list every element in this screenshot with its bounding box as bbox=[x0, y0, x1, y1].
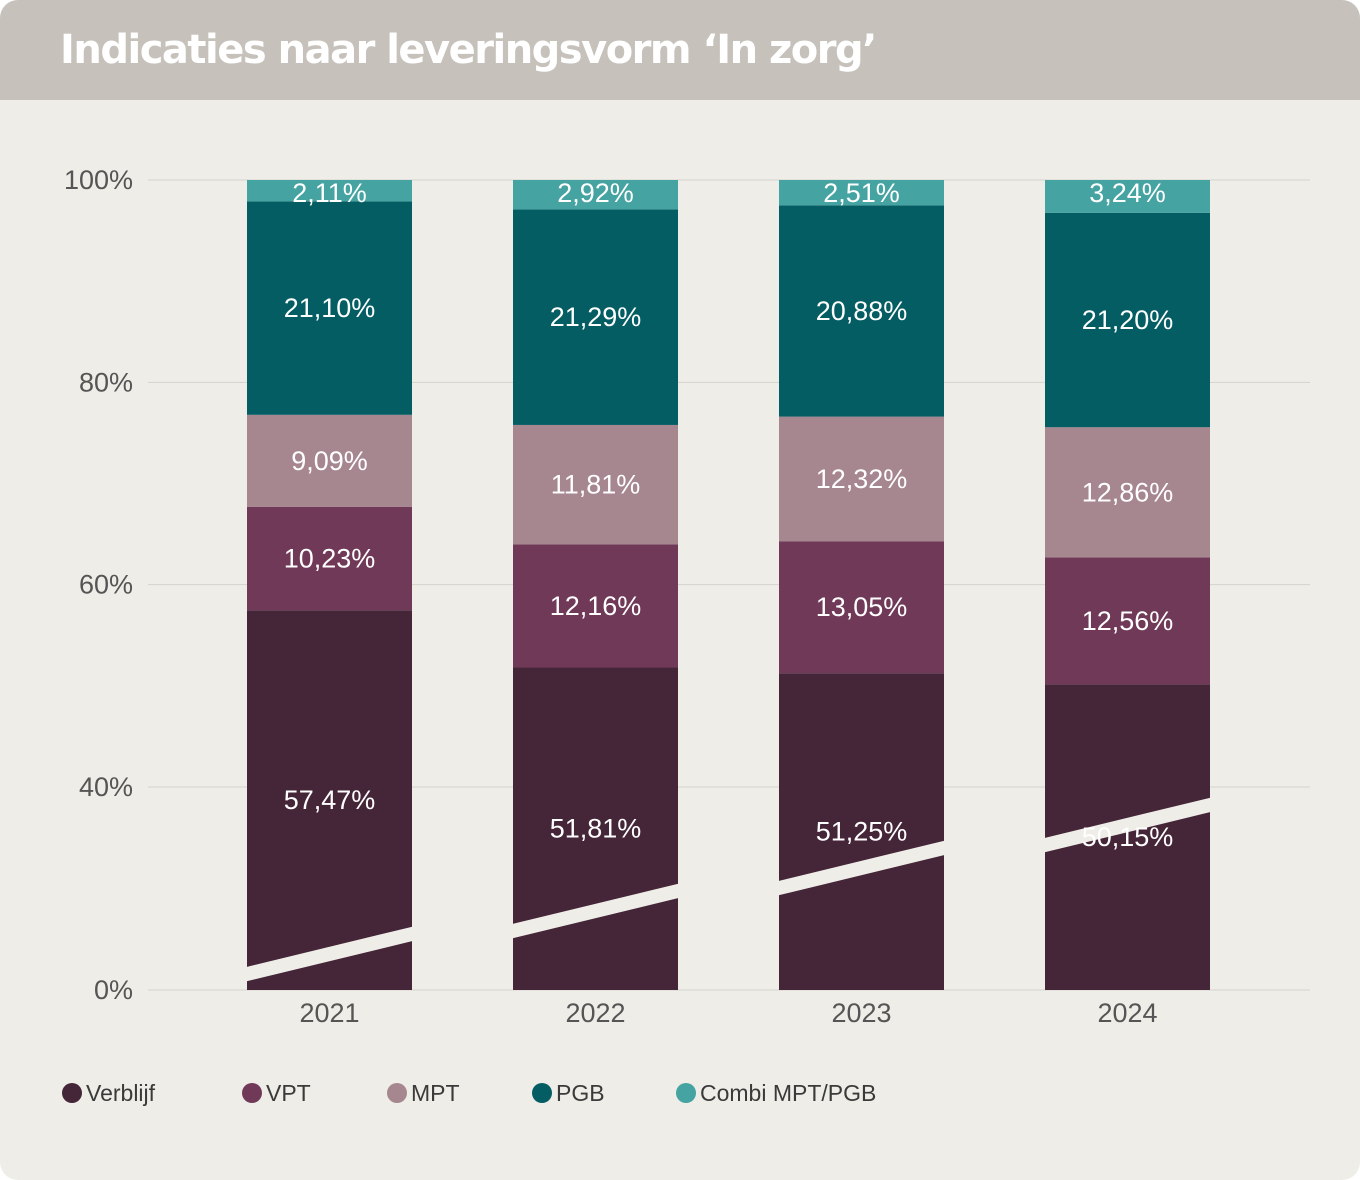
legend-item: VPT bbox=[242, 1078, 311, 1108]
data-label: 21,29% bbox=[550, 302, 642, 332]
x-tick-label: 2021 bbox=[299, 998, 359, 1028]
data-label: 50,15% bbox=[1082, 822, 1174, 852]
y-tick-label: 40% bbox=[79, 772, 133, 802]
legend-swatch bbox=[242, 1083, 262, 1103]
data-label: 2,51% bbox=[823, 178, 900, 208]
x-tick-label: 2023 bbox=[831, 998, 891, 1028]
bar-segment bbox=[513, 180, 678, 210]
data-label: 9,09% bbox=[291, 446, 368, 476]
x-tick-label: 2024 bbox=[1097, 998, 1157, 1028]
data-label: 2,92% bbox=[557, 178, 634, 208]
axis-break-mark bbox=[1039, 797, 1216, 853]
data-label: 20,88% bbox=[816, 296, 908, 326]
data-label: 10,23% bbox=[284, 544, 376, 574]
data-label: 12,16% bbox=[550, 591, 642, 621]
data-label: 3,24% bbox=[1089, 178, 1166, 208]
legend-swatch bbox=[62, 1083, 82, 1103]
legend-label: VPT bbox=[266, 1079, 311, 1106]
bar-segment bbox=[1045, 212, 1210, 428]
bar-segment bbox=[247, 414, 412, 507]
data-label: 12,32% bbox=[816, 464, 908, 494]
legend-item: Verblijf bbox=[62, 1078, 155, 1108]
chart-title: Indicaties naar leveringsvorm ‘In zorg’ bbox=[60, 27, 877, 73]
y-tick-label: 80% bbox=[79, 367, 133, 397]
data-label: 51,25% bbox=[816, 817, 908, 847]
axis-break-mark bbox=[241, 926, 418, 982]
bar-segment bbox=[779, 205, 944, 417]
bar-segment bbox=[779, 673, 944, 990]
data-label: 11,81% bbox=[551, 470, 641, 500]
bar-segment bbox=[1045, 427, 1210, 558]
legend-label: MPT bbox=[411, 1079, 460, 1106]
legend-item: MPT bbox=[387, 1078, 460, 1108]
bar-segment bbox=[513, 667, 678, 990]
bar-segment bbox=[779, 541, 944, 674]
data-label: 13,05% bbox=[816, 592, 908, 622]
y-tick-label: 60% bbox=[79, 570, 133, 600]
title-bar: Indicaties naar leveringsvorm ‘In zorg’ bbox=[0, 0, 1360, 100]
bars bbox=[241, 180, 1216, 990]
bar-segment bbox=[779, 180, 944, 206]
bar-segment bbox=[513, 209, 678, 425]
y-tick-label: 0% bbox=[94, 975, 133, 1005]
y-axis-ticks: 0% 40% 60% 80% 100% bbox=[64, 165, 133, 1005]
data-label: 2,11% bbox=[292, 178, 367, 208]
data-label: 57,47% bbox=[284, 785, 376, 815]
bar-segment bbox=[1045, 557, 1210, 685]
legend-item: Combi MPT/PGB bbox=[676, 1078, 876, 1108]
bar-segment bbox=[779, 416, 944, 542]
axis-break-mark bbox=[507, 883, 684, 939]
bar-segment bbox=[513, 544, 678, 668]
bar-segment bbox=[247, 610, 412, 990]
legend: Verblijf VPT MPT PGB Combi MPT/PGB bbox=[62, 1078, 1262, 1108]
legend-swatch bbox=[387, 1083, 407, 1103]
bar-segment bbox=[247, 506, 412, 611]
x-tick-label: 2022 bbox=[565, 998, 625, 1028]
data-label: 12,56% bbox=[1082, 606, 1174, 636]
data-labels: 57,47% 10,23% 9,09% 21,10% 2,11% 51,81% 12,16%… bbox=[284, 178, 1174, 852]
legend-label: Combi MPT/PGB bbox=[700, 1079, 877, 1106]
x-axis-ticks: 2021 2022 2023 2024 bbox=[299, 998, 1157, 1028]
legend-swatch bbox=[676, 1083, 696, 1103]
legend-swatch bbox=[532, 1083, 552, 1103]
data-label: 21,20% bbox=[1082, 305, 1174, 335]
bar-segment bbox=[513, 424, 678, 545]
legend-label: PGB bbox=[556, 1079, 605, 1106]
bar-segment bbox=[247, 201, 412, 415]
bar-segment bbox=[247, 180, 412, 202]
bar-segment bbox=[1045, 180, 1210, 213]
data-label: 51,81% bbox=[550, 814, 642, 844]
data-label: 12,86% bbox=[1082, 477, 1174, 507]
data-label: 21,10% bbox=[284, 293, 376, 323]
legend-label: Verblijf bbox=[86, 1079, 156, 1106]
axis-break-mark bbox=[773, 840, 950, 896]
legend-item: PGB bbox=[532, 1078, 605, 1108]
y-tick-label: 100% bbox=[64, 165, 133, 195]
